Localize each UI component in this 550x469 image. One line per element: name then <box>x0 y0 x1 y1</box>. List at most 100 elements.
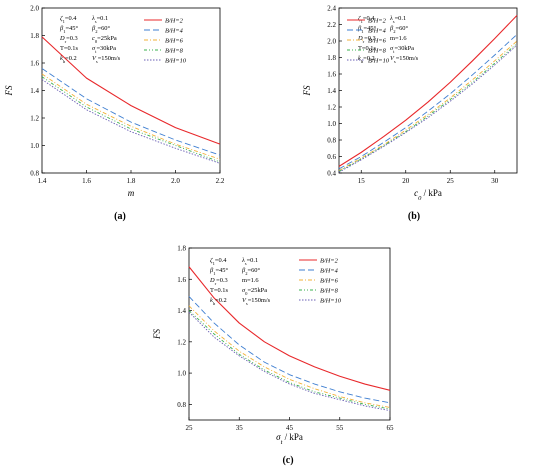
y-tick-label: 0.8 <box>30 170 39 178</box>
y-tick-label: 1.2 <box>327 104 336 112</box>
param-left: kh=0.2 <box>60 55 77 64</box>
y-tick-label: 1.4 <box>177 307 186 315</box>
series-line-bh10 <box>188 311 391 412</box>
legend-label: B/H=4 <box>165 27 184 34</box>
y-tick-label: 1.2 <box>30 115 39 123</box>
param-right: σ0=25kPa <box>242 287 267 296</box>
x-tick-label: 25 <box>447 177 455 185</box>
param-right: β2=60° <box>91 25 110 34</box>
legend-label: B/H=2 <box>320 257 339 264</box>
x-tick-label: 65 <box>387 424 395 432</box>
series-line-bh2 <box>41 36 221 145</box>
plot-frame <box>41 7 221 174</box>
legend-label: B/H=2 <box>165 17 184 24</box>
y-tick-label: 1.4 <box>327 87 336 95</box>
legend-label: B/H=4 <box>368 27 387 34</box>
y-tick-label: 1.2 <box>177 338 186 346</box>
series-line-bh2 <box>338 15 518 167</box>
x-axis-label: m <box>128 188 135 198</box>
chart-panel-c: 25 35 45 55 65 0.8 1.0 1.2 1.4 1.6 1.8 σt / kPa FS ζ1… <box>152 245 394 446</box>
param-left: kh=0.2 <box>358 55 375 64</box>
param-right: λs=0.1 <box>91 15 108 24</box>
y-axis-label: FS <box>152 329 162 340</box>
y-tick-label: 0.8 <box>177 401 186 409</box>
series-line-bh8 <box>188 310 391 410</box>
y-tick-label: 0.4 <box>327 170 336 178</box>
series-line-bh6 <box>338 40 518 171</box>
series-line-bh2 <box>188 266 391 391</box>
param-right: β2=60° <box>241 267 260 276</box>
legend: B/H=2 B/H=4 B/H=6 B/H=8 B/H=10 <box>347 17 390 64</box>
param-left: β1=45° <box>59 25 78 34</box>
param-right: Vs=150m/s <box>92 55 121 64</box>
legend-label: B/H=6 <box>320 277 339 284</box>
x-tick-label: 2.0 <box>171 177 180 185</box>
param-left: β1=45° <box>357 25 376 34</box>
x-tick-label: 1.8 <box>127 177 136 185</box>
caption-a: (a) <box>114 211 126 222</box>
y-tick-label: 1.8 <box>327 54 336 62</box>
param-right: σt=30kPa <box>390 45 414 54</box>
series-line-bh4 <box>338 34 518 170</box>
y-tick-label: 2.2 <box>327 21 336 29</box>
caption-b: (b) <box>408 211 420 222</box>
y-tick-label: 1.0 <box>327 120 336 128</box>
param-left: ζ1=0.4 <box>60 15 77 24</box>
param-left: β1=45° <box>209 267 228 276</box>
legend-label: B/H=10 <box>368 57 390 64</box>
series-line-bh4 <box>41 68 221 156</box>
y-tick-label: 1.6 <box>177 276 186 284</box>
legend-label: B/H=8 <box>165 47 184 54</box>
param-right: λs=0.1 <box>241 257 258 266</box>
param-right: σt=30kPa <box>92 45 116 54</box>
y-tick-label: 1.6 <box>30 60 39 68</box>
param-left: T=0.1s <box>210 287 228 294</box>
param-left: Dr=0.3 <box>59 35 78 44</box>
legend-label: B/H=10 <box>320 297 342 304</box>
y-tick-label: 1.0 <box>177 370 186 378</box>
y-tick-label: 0.6 <box>327 153 336 161</box>
param-right: λs=0.1 <box>389 15 406 24</box>
y-axis-label: FS <box>302 85 312 96</box>
x-axis-label: c0 / kPa <box>414 188 442 202</box>
param-right: m=1.6 <box>390 35 407 42</box>
param-left: Dr=0.3 <box>209 277 228 286</box>
plot-frame <box>338 7 518 174</box>
legend-label: B/H=6 <box>165 37 184 44</box>
chart-panel-a: 1.4 1.6 1.8 2.0 2.2 0.8 1.0 1.2 1.4 1.6 1.8 2.0 m FS ζ… <box>4 5 225 199</box>
legend-label: B/H=6 <box>368 37 387 44</box>
x-tick-label: 1.4 <box>38 177 47 185</box>
chart-panel-b: 15 20 25 30 0.4 0.6 0.8 1.0 1.2 1.4 1.6 1.8 2.0 2.2 2.… <box>302 5 518 202</box>
x-axis-label: σt / kPa <box>276 432 303 446</box>
y-tick-label: 1.0 <box>30 142 39 150</box>
x-tick-label: 25 <box>186 424 194 432</box>
y-tick-label: 2.4 <box>327 5 336 13</box>
series-line-bh8 <box>41 76 221 163</box>
series-line-bh4 <box>188 296 391 404</box>
param-left: Dr=0.3 <box>357 35 376 44</box>
param-left: T=0.1s <box>60 45 78 52</box>
param-left: T=0.1s <box>358 45 376 52</box>
x-tick-label: 2.2 <box>216 177 225 185</box>
param-right: m=1.6 <box>242 277 259 284</box>
legend-label: B/H=4 <box>320 267 339 274</box>
x-tick-label: 35 <box>236 424 244 432</box>
legend: B/H=2 B/H=4 B/H=6 B/H=8 B/H=10 <box>144 17 187 64</box>
param-right: c0=25kPa <box>92 35 117 44</box>
x-tick-label: 15 <box>358 177 366 185</box>
param-right: Vs=150m/s <box>242 297 271 306</box>
series-line-bh10 <box>338 44 518 173</box>
legend: B/H=2 B/H=4 B/H=6 B/H=8 B/H=10 <box>299 257 342 304</box>
y-tick-label: 1.4 <box>30 87 39 95</box>
legend-label: B/H=2 <box>368 17 387 24</box>
series-line-bh8 <box>338 43 518 172</box>
caption-c: (c) <box>282 455 293 466</box>
y-axis-label: FS <box>4 85 14 96</box>
y-tick-label: 2.0 <box>327 38 336 46</box>
series-line-bh6 <box>188 305 391 408</box>
param-left: ζ1=0.4 <box>210 257 227 266</box>
param-left: kh=0.2 <box>210 297 227 306</box>
x-tick-label: 45 <box>286 424 294 432</box>
legend-label: B/H=10 <box>165 57 187 64</box>
